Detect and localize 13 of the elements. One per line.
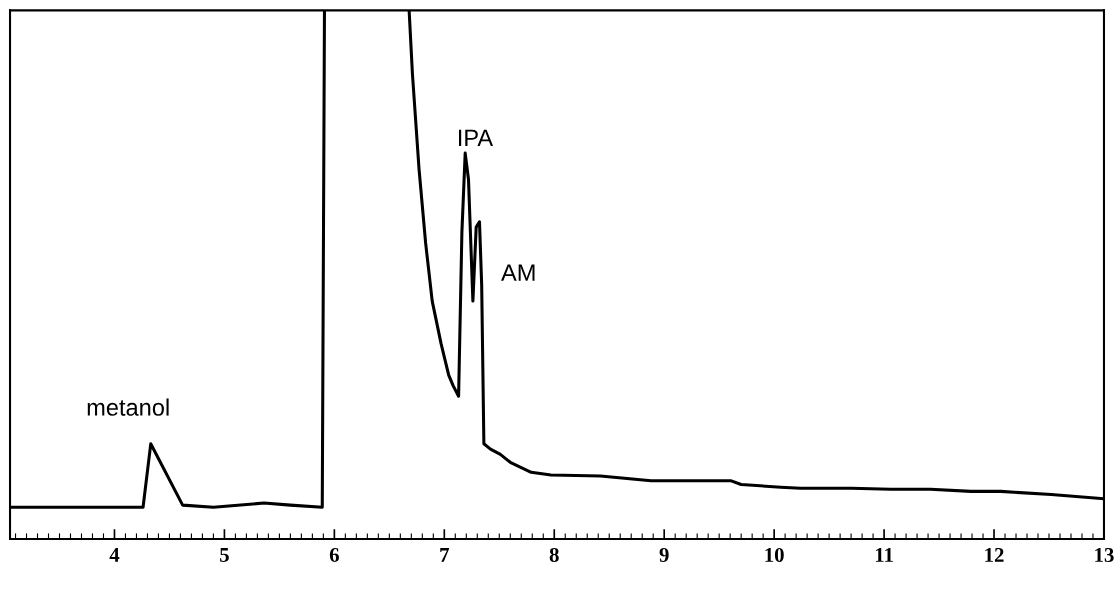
annotation: metanol [87, 398, 169, 416]
x-tick-label: 4 [109, 548, 120, 562]
annotation: AM [501, 264, 535, 281]
annotation: IPA [458, 129, 494, 146]
x-tick-label: 5 [220, 548, 229, 562]
x-tick-label: 9 [659, 547, 669, 562]
x-tick-label: 11 [875, 548, 893, 562]
x-tick-label: 10 [765, 547, 784, 562]
x-tick-label: 7 [440, 548, 450, 562]
x-tick-label: 8 [549, 547, 559, 562]
x-tick-label: 13 [1095, 547, 1114, 562]
x-tick-label: 6 [329, 547, 339, 562]
x-tick-label: 12 [985, 547, 1004, 562]
